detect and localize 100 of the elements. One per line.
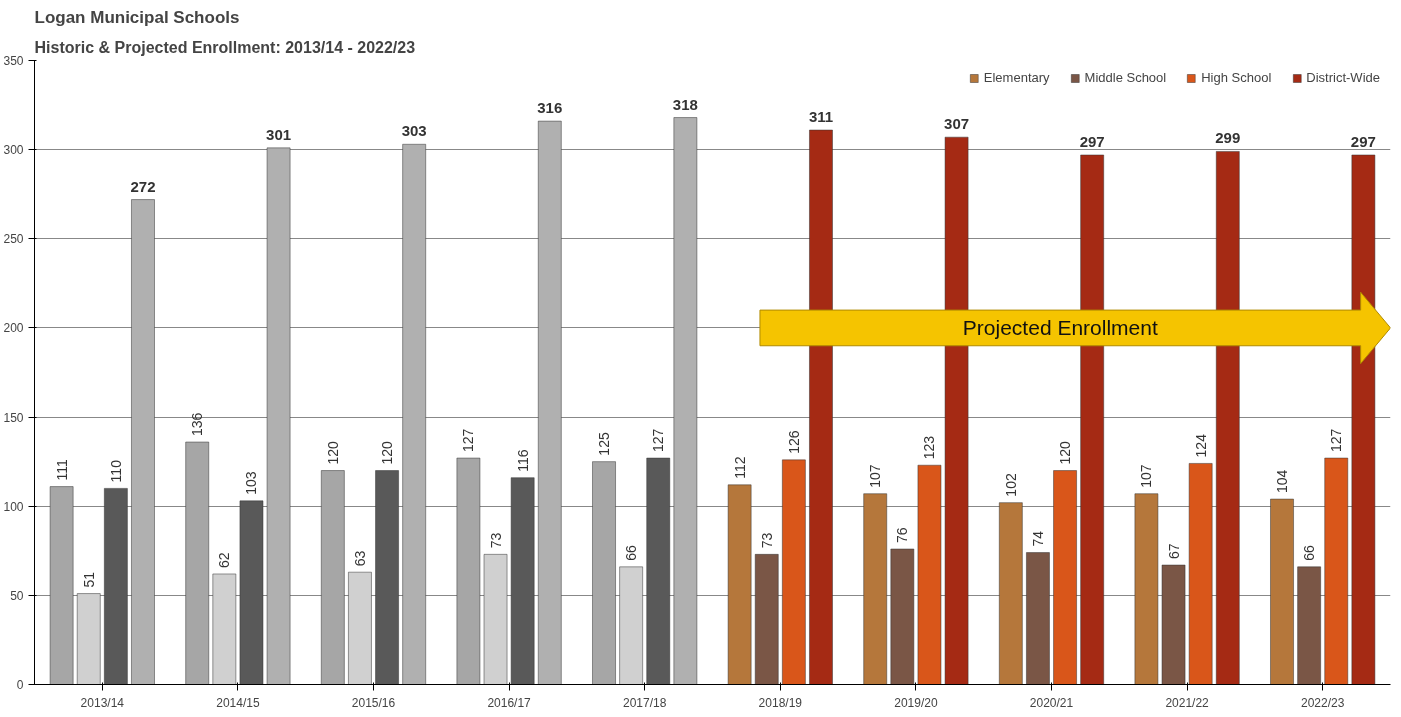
data-label: 73 bbox=[487, 532, 504, 549]
data-label: 127 bbox=[650, 428, 667, 453]
data-label: 316 bbox=[537, 99, 563, 117]
data-label: 136 bbox=[189, 412, 206, 437]
bar bbox=[1297, 566, 1321, 685]
bar bbox=[348, 571, 372, 685]
data-label: 104 bbox=[1274, 469, 1291, 494]
bar bbox=[727, 484, 752, 685]
annotation: Projected Enrollment bbox=[962, 316, 1158, 340]
legend-label: High School bbox=[1201, 70, 1272, 85]
data-label: 123 bbox=[921, 435, 938, 460]
data-label: 303 bbox=[401, 122, 427, 140]
data-label: 111 bbox=[53, 459, 70, 481]
data-label: 299 bbox=[1215, 129, 1241, 147]
bar bbox=[538, 120, 562, 685]
bar bbox=[646, 457, 671, 685]
data-label: 73 bbox=[758, 532, 775, 549]
bar bbox=[619, 566, 643, 685]
data-label: 125 bbox=[596, 432, 613, 456]
x-tick-label: 2015/16 bbox=[351, 695, 396, 710]
data-label: 127 bbox=[460, 428, 477, 453]
bar bbox=[1188, 463, 1213, 685]
bar bbox=[592, 461, 616, 685]
bar bbox=[510, 477, 535, 685]
x-tick-label: 2022/23 bbox=[1301, 695, 1345, 710]
y-tick-label: 350 bbox=[3, 54, 24, 68]
chart-subtitle: Historic & Projected Enrollment: 2013/14 - 2022/23 bbox=[34, 38, 416, 56]
bar bbox=[782, 459, 806, 685]
legend-label: Elementary bbox=[983, 70, 1050, 85]
x-tick-label: 2020/21 bbox=[1029, 695, 1074, 710]
bar bbox=[863, 493, 887, 685]
bar bbox=[1216, 151, 1240, 685]
data-label: 318 bbox=[672, 95, 698, 113]
bar bbox=[1053, 470, 1077, 685]
y-tick-label: 200 bbox=[3, 321, 24, 336]
bar bbox=[1324, 457, 1349, 685]
bar bbox=[76, 593, 101, 685]
data-label: 76 bbox=[894, 527, 911, 543]
data-label: 127 bbox=[1328, 428, 1345, 453]
data-label: 120 bbox=[379, 440, 396, 465]
y-tick-label: 0 bbox=[16, 678, 24, 692]
data-label: 112 bbox=[731, 456, 748, 479]
bar bbox=[131, 199, 155, 685]
bar bbox=[321, 470, 345, 685]
bar bbox=[999, 502, 1023, 685]
data-label: 107 bbox=[1138, 464, 1155, 488]
x-tick-label: 2019/20 bbox=[894, 695, 938, 710]
bar bbox=[266, 147, 291, 685]
data-label: 103 bbox=[243, 471, 260, 495]
y-tick-label: 300 bbox=[3, 143, 24, 158]
data-label: 126 bbox=[785, 430, 802, 454]
data-label: 116 bbox=[514, 449, 531, 472]
legend-label: District-Wide bbox=[1306, 70, 1380, 85]
x-tick-label: 2017/18 bbox=[623, 695, 667, 710]
y-tick-label: 250 bbox=[3, 232, 24, 247]
data-label: 272 bbox=[130, 177, 156, 195]
bar bbox=[456, 457, 481, 685]
data-label: 51 bbox=[80, 571, 97, 588]
x-tick-label: 2013/14 bbox=[80, 695, 125, 710]
bar bbox=[809, 129, 833, 685]
data-label: 120 bbox=[324, 440, 341, 465]
bar bbox=[483, 554, 508, 685]
legend-label: Middle School bbox=[1084, 70, 1167, 85]
bar bbox=[890, 548, 915, 685]
bar bbox=[185, 441, 209, 685]
data-label: 107 bbox=[867, 464, 884, 488]
data-label: 74 bbox=[1029, 530, 1046, 547]
x-tick-label: 2021/22 bbox=[1165, 695, 1210, 710]
x-tick-label: 2016/17 bbox=[487, 695, 532, 710]
bar bbox=[402, 144, 426, 685]
data-label: 120 bbox=[1057, 440, 1074, 465]
bar bbox=[239, 500, 264, 685]
data-label: 67 bbox=[1165, 543, 1182, 560]
x-tick-label: 2014/15 bbox=[216, 695, 260, 710]
bar bbox=[1270, 498, 1294, 685]
y-tick-label: 100 bbox=[3, 499, 24, 514]
x-tick-label: 2018/19 bbox=[758, 695, 803, 710]
bar bbox=[375, 470, 399, 685]
data-label: 307 bbox=[944, 115, 970, 133]
data-label: 297 bbox=[1350, 132, 1376, 150]
data-label: 311 bbox=[808, 108, 834, 126]
data-label: 66 bbox=[623, 545, 640, 561]
data-label: 62 bbox=[216, 552, 233, 568]
data-label: 63 bbox=[351, 550, 368, 567]
bar bbox=[917, 464, 942, 685]
data-label: 297 bbox=[1079, 132, 1105, 150]
bar bbox=[673, 117, 698, 685]
data-label: 66 bbox=[1301, 545, 1318, 561]
chart-title: Logan Municipal Schools bbox=[34, 7, 240, 27]
y-tick-label: 150 bbox=[3, 410, 24, 425]
data-label: 124 bbox=[1192, 433, 1209, 458]
bar bbox=[1134, 493, 1159, 685]
bar bbox=[1161, 564, 1186, 685]
data-label: 102 bbox=[1002, 473, 1019, 497]
bar bbox=[1026, 552, 1050, 685]
bar bbox=[754, 554, 779, 685]
bar bbox=[104, 488, 128, 685]
data-label: 110 bbox=[107, 459, 124, 483]
y-tick-label: 50 bbox=[10, 588, 24, 603]
bar bbox=[49, 486, 74, 685]
